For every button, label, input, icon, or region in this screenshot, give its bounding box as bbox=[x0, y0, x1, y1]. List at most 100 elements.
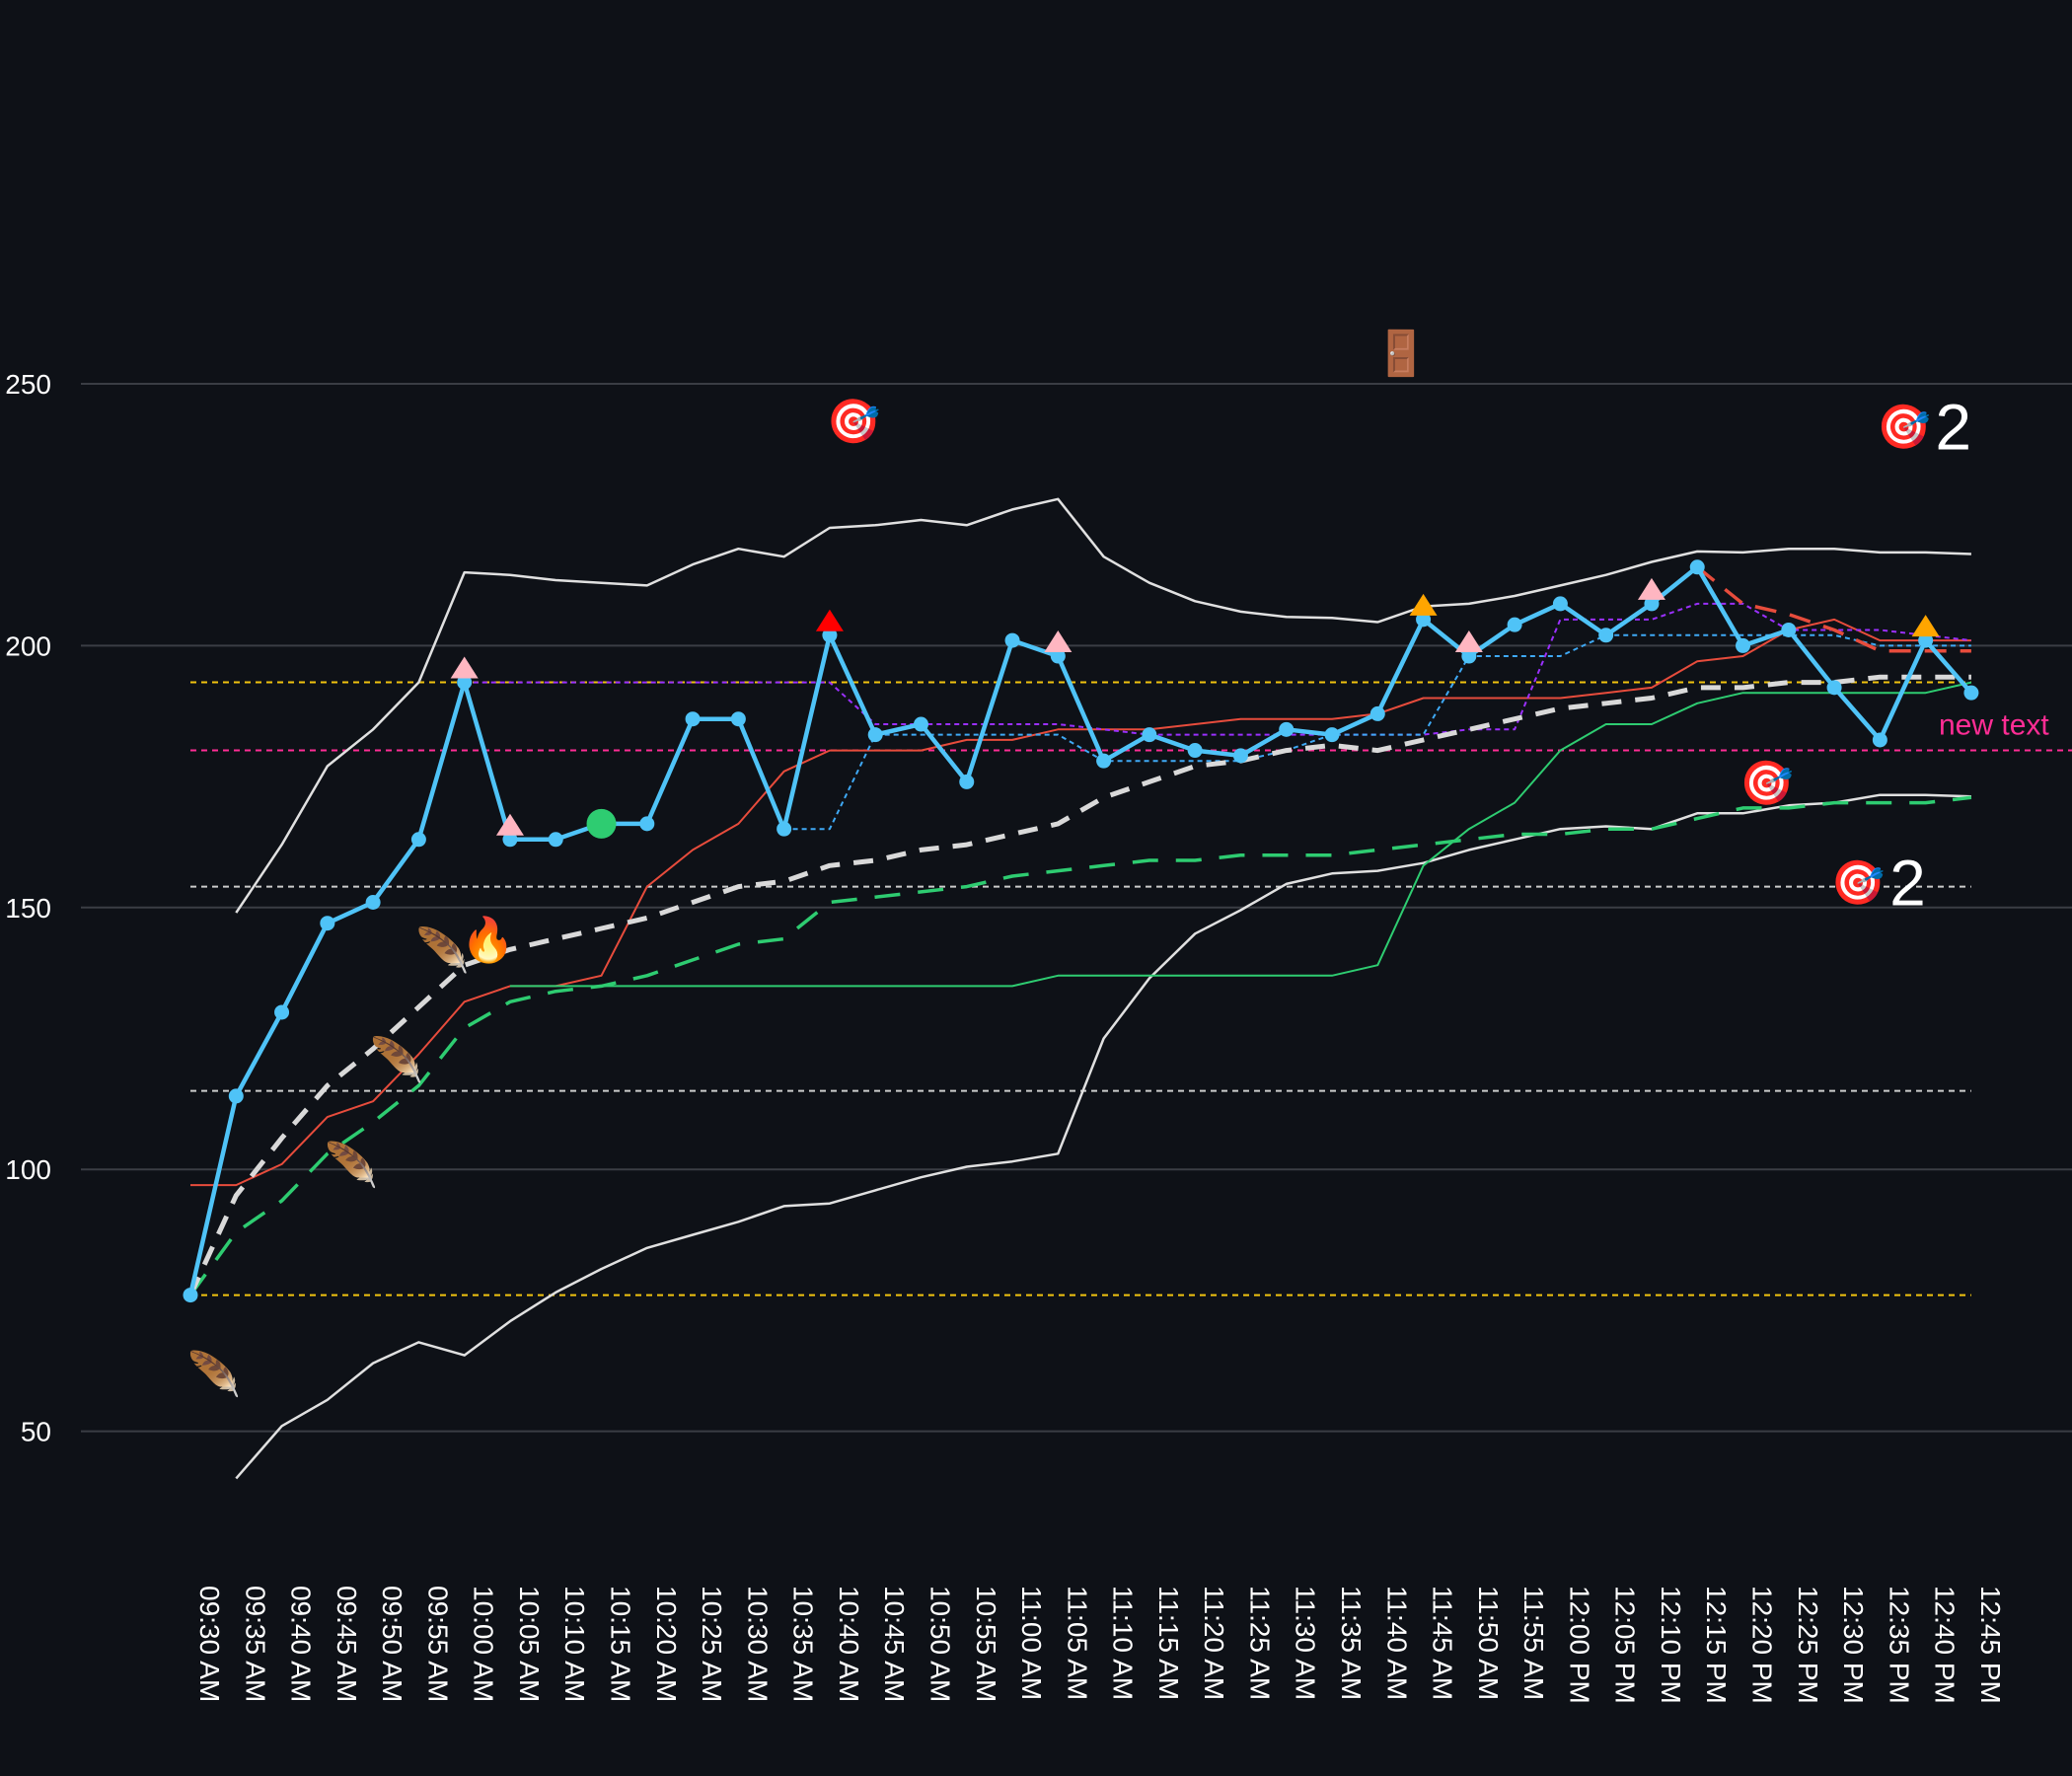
price-point bbox=[1142, 727, 1157, 743]
x-tick-label: 12:40 PM bbox=[1930, 1586, 1961, 1704]
x-tick-label: 12:00 PM bbox=[1564, 1586, 1594, 1704]
x-tick-label: 12:05 PM bbox=[1610, 1586, 1641, 1704]
x-tick-label: 11:55 AM bbox=[1518, 1586, 1549, 1700]
price-point bbox=[1918, 632, 1934, 648]
signal-triangle-marker bbox=[1044, 630, 1073, 653]
x-tick-label: 10:55 AM bbox=[971, 1586, 1001, 1702]
price-point bbox=[1736, 637, 1751, 653]
price-point bbox=[365, 894, 381, 910]
signal-triangle-marker bbox=[450, 656, 479, 679]
x-tick-label: 11:05 AM bbox=[1062, 1586, 1092, 1700]
price-point bbox=[502, 832, 518, 848]
feather-icon: 🪶 bbox=[187, 1348, 242, 1400]
signal-circle-marker bbox=[586, 808, 617, 839]
x-tick-label: 09:50 AM bbox=[377, 1586, 407, 1702]
feather-icon-glyph: 🪶 bbox=[187, 1348, 242, 1400]
price-point bbox=[1644, 596, 1660, 612]
x-tick-label: 11:15 AM bbox=[1153, 1586, 1184, 1700]
annotations: 🪶🪶🪶🪶🔥🎯🚪🎯 2🎯🎯 2 bbox=[187, 329, 1971, 1400]
x-tick-label: 12:35 PM bbox=[1884, 1586, 1914, 1704]
x-tick-label: 11:45 AM bbox=[1428, 1586, 1458, 1700]
x-tick-label: 11:20 AM bbox=[1199, 1586, 1229, 1700]
series-line-upper-band bbox=[235, 497, 1971, 914]
series-lines bbox=[187, 497, 1973, 1480]
target-icon-glyph: 🎯 bbox=[1877, 402, 1931, 452]
series-line-red-line bbox=[190, 618, 1971, 1187]
x-tick-label: 12:45 PM bbox=[1975, 1586, 2006, 1704]
price-point bbox=[1232, 748, 1248, 764]
price-point bbox=[410, 832, 426, 848]
feather-icon: 🪶 bbox=[370, 1034, 424, 1086]
y-tick-label: 250 bbox=[5, 369, 51, 400]
price-point bbox=[183, 1288, 198, 1303]
y-tick-label: 100 bbox=[5, 1154, 51, 1185]
y-tick-label: 150 bbox=[5, 893, 51, 924]
x-axis-ticks: 09:30 AM 09:35 AM 09:40 AM 09:45 AM 09:50 AM… bbox=[194, 1586, 2006, 1704]
price-point bbox=[685, 711, 701, 727]
price-points bbox=[183, 559, 1979, 1303]
feather-icon-glyph: 🪶 bbox=[324, 1139, 378, 1191]
price-point bbox=[730, 711, 746, 727]
x-tick-label: 11:25 AM bbox=[1244, 1586, 1275, 1700]
target-icon-glyph: 🎯 bbox=[827, 397, 881, 447]
price-point bbox=[1369, 705, 1385, 721]
price-point bbox=[639, 816, 655, 832]
feather-icon: 🪶 bbox=[415, 924, 470, 976]
x-tick-label: 10:40 AM bbox=[834, 1586, 864, 1702]
y-tick-label: 50 bbox=[21, 1417, 51, 1447]
x-tick-label: 11:10 AM bbox=[1108, 1586, 1139, 1700]
x-tick-label: 11:35 AM bbox=[1336, 1586, 1367, 1700]
feather-icon-glyph: 🪶 bbox=[370, 1034, 424, 1086]
x-tick-label: 09:30 AM bbox=[194, 1586, 225, 1702]
signal-triangle-marker bbox=[495, 813, 524, 836]
x-tick-label: 10:20 AM bbox=[651, 1586, 682, 1702]
x-tick-label: 11:30 AM bbox=[1291, 1586, 1321, 1700]
series-line-ema bbox=[188, 795, 1972, 1296]
price-point bbox=[320, 916, 335, 931]
series-line-red-dashed bbox=[1696, 565, 1971, 653]
price-point bbox=[959, 774, 975, 789]
price-point bbox=[867, 727, 883, 743]
signal-triangle-marker bbox=[1409, 593, 1438, 616]
horizontal-levels: new text bbox=[190, 681, 2072, 1296]
door-icon-glyph: 🚪 bbox=[1374, 329, 1429, 379]
x-tick-label: 12:30 PM bbox=[1838, 1586, 1869, 1704]
price-point bbox=[1187, 743, 1203, 759]
target-icon: 🎯 bbox=[827, 397, 881, 447]
series-line-sma bbox=[187, 674, 1971, 1296]
signal-triangle-marker bbox=[815, 609, 844, 631]
price-point bbox=[1324, 727, 1340, 743]
price-point bbox=[822, 628, 838, 643]
signal-markers bbox=[450, 577, 1940, 839]
series-line-price bbox=[187, 564, 1973, 1296]
fire-icon-glyph: 🔥 bbox=[461, 916, 515, 966]
x-tick-label: 12:15 PM bbox=[1701, 1586, 1732, 1704]
series-line-lower-band bbox=[235, 793, 1971, 1480]
door-icon: 🚪 bbox=[1374, 329, 1429, 379]
price-point bbox=[274, 1004, 290, 1020]
series-line-green-line bbox=[510, 681, 1972, 988]
x-tick-label: 09:55 AM bbox=[422, 1586, 453, 1702]
target-icon-glyph: 🎯 bbox=[1739, 758, 1794, 808]
price-point bbox=[1507, 617, 1522, 632]
x-tick-label: 11:50 AM bbox=[1473, 1586, 1504, 1700]
target-icon: 🎯 bbox=[1739, 758, 1794, 808]
x-tick-label: 11:00 AM bbox=[1016, 1586, 1047, 1700]
price-point bbox=[1963, 685, 1979, 701]
feather-icon-glyph: 🪶 bbox=[415, 924, 470, 976]
y-axis-ticks: 50 100 150 200 250 bbox=[5, 369, 51, 1447]
signal-triangle-marker bbox=[1637, 577, 1665, 600]
x-tick-label: 11:40 AM bbox=[1381, 1586, 1412, 1700]
price-point bbox=[457, 675, 473, 691]
price-point bbox=[548, 832, 563, 848]
annotation-count-label: 2 bbox=[1889, 846, 1926, 919]
price-point bbox=[1872, 732, 1887, 748]
x-tick-label: 10:45 AM bbox=[879, 1586, 910, 1702]
price-point bbox=[1050, 648, 1066, 664]
level-label: new text bbox=[1939, 709, 2049, 742]
price-point bbox=[1781, 622, 1797, 637]
x-tick-label: 09:40 AM bbox=[286, 1586, 317, 1702]
x-tick-label: 12:10 PM bbox=[1656, 1586, 1686, 1704]
